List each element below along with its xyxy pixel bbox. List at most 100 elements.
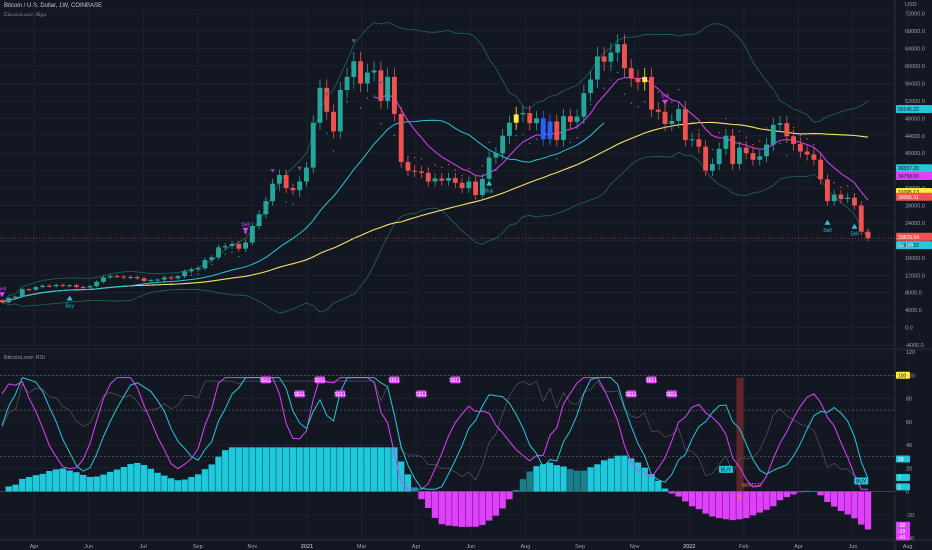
trailing-stop-dot [691, 121, 693, 124]
candle [53, 284, 59, 287]
price-tick-label: 16000.0 [905, 256, 925, 262]
rsi-buy-badge [718, 465, 733, 473]
currency-label: USD [905, 2, 917, 8]
sell-signal-label: Sell [0, 286, 6, 292]
candle [40, 285, 46, 288]
candle [716, 148, 722, 165]
trailing-stop-dot [847, 185, 849, 187]
candle [547, 121, 553, 140]
momentum-bar [499, 491, 506, 509]
trailing-stop-dot [346, 101, 348, 103]
trailing-stop-dot [664, 104, 666, 107]
momentum-bar [350, 447, 357, 492]
candle [486, 157, 492, 179]
candle [243, 242, 248, 249]
rsi-sell-badge-text: SELL [294, 392, 306, 398]
candle [655, 109, 661, 112]
price-tick-label: 72000.0 [905, 12, 925, 18]
candle [310, 122, 316, 168]
momentum-bar [756, 491, 763, 513]
momentum-bar [513, 489, 520, 492]
trailing-stop-dot [704, 155, 707, 158]
trailing-stop-dot [414, 156, 416, 159]
price-tick-label: 68000.0 [905, 29, 925, 35]
candle [351, 61, 357, 77]
momentum-bar [140, 465, 148, 492]
trailing-stop-dot [596, 82, 599, 85]
rsi-cyan-line [1, 376, 869, 490]
trailing-stop-dot [150, 284, 152, 286]
trailing-stop-dot [488, 141, 490, 143]
momentum-bar [93, 476, 100, 492]
momentum-bar [594, 464, 601, 492]
candle [479, 178, 485, 196]
candle [229, 243, 235, 247]
momentum-bar [682, 491, 689, 502]
rsi-buy-badge-text: BUY [856, 479, 867, 485]
sell-signal-marker [0, 292, 5, 298]
price-tick-label: 56000.0 [905, 81, 925, 87]
momentum-bar [492, 491, 500, 516]
candle [331, 111, 336, 132]
momentum-bar [526, 471, 533, 492]
trailing-stop-dot [853, 193, 856, 196]
trailing-stop-dot [190, 274, 193, 277]
rsi-value-tag [896, 474, 910, 482]
trailing-stop-dot [204, 266, 206, 268]
trailing-stop-dot [684, 122, 687, 124]
candle [195, 268, 201, 270]
candle [709, 164, 715, 171]
candle [574, 116, 580, 122]
candle [87, 286, 93, 288]
sell-signal-label: Sell [661, 94, 669, 100]
candle [73, 285, 79, 288]
price-tag [896, 104, 932, 113]
sell-signal-marker [242, 227, 249, 233]
price-tick-label: 8000.0 [905, 291, 922, 297]
momentum-bar [709, 491, 716, 517]
time-tick-label: Sep [193, 544, 203, 550]
trailing-stop-dot [265, 213, 267, 215]
trailing-stop-dot [698, 129, 700, 132]
trailing-stop-dot [481, 164, 484, 167]
rsi-tick-label: 40 [906, 443, 912, 449]
candle [222, 246, 228, 248]
trailing-stop-dot [278, 189, 281, 191]
momentum-bar [736, 491, 743, 520]
momentum-bar [438, 491, 445, 525]
momentum-bar [749, 491, 757, 516]
trailing-stop-dot [589, 103, 592, 106]
rsi-tick-label: -20 [906, 513, 914, 519]
rsi-value-tag [896, 371, 910, 379]
buy-signal-marker [824, 219, 831, 225]
candle [432, 178, 438, 182]
candle [703, 146, 709, 171]
candle [608, 52, 614, 62]
momentum-bar [228, 447, 236, 492]
rsi-sell-badge [389, 376, 400, 384]
candle [804, 151, 810, 155]
candle [689, 139, 695, 141]
momentum-bar [776, 491, 784, 501]
candle [770, 124, 776, 145]
candle [161, 277, 167, 280]
trailing-stop-dot [867, 229, 869, 231]
rsi-value-tag-text: 28 [898, 457, 904, 463]
candle [419, 171, 424, 173]
trailing-stop-dot [711, 148, 714, 151]
momentum-bar [174, 480, 182, 492]
trailing-stop-dot [292, 203, 294, 205]
price-tag [896, 232, 932, 241]
momentum-bar [5, 486, 12, 492]
candle [777, 123, 783, 125]
momentum-bar [770, 491, 777, 507]
trailing-stop-dot [298, 195, 301, 197]
momentum-bar [695, 491, 703, 510]
momentum-bar [255, 447, 263, 492]
momentum-bar [330, 447, 337, 492]
momentum-bar [628, 458, 635, 492]
trailing-stop-dot [583, 115, 585, 118]
candle [615, 44, 621, 53]
rsi-sell-badge-text: SELL [314, 378, 326, 384]
